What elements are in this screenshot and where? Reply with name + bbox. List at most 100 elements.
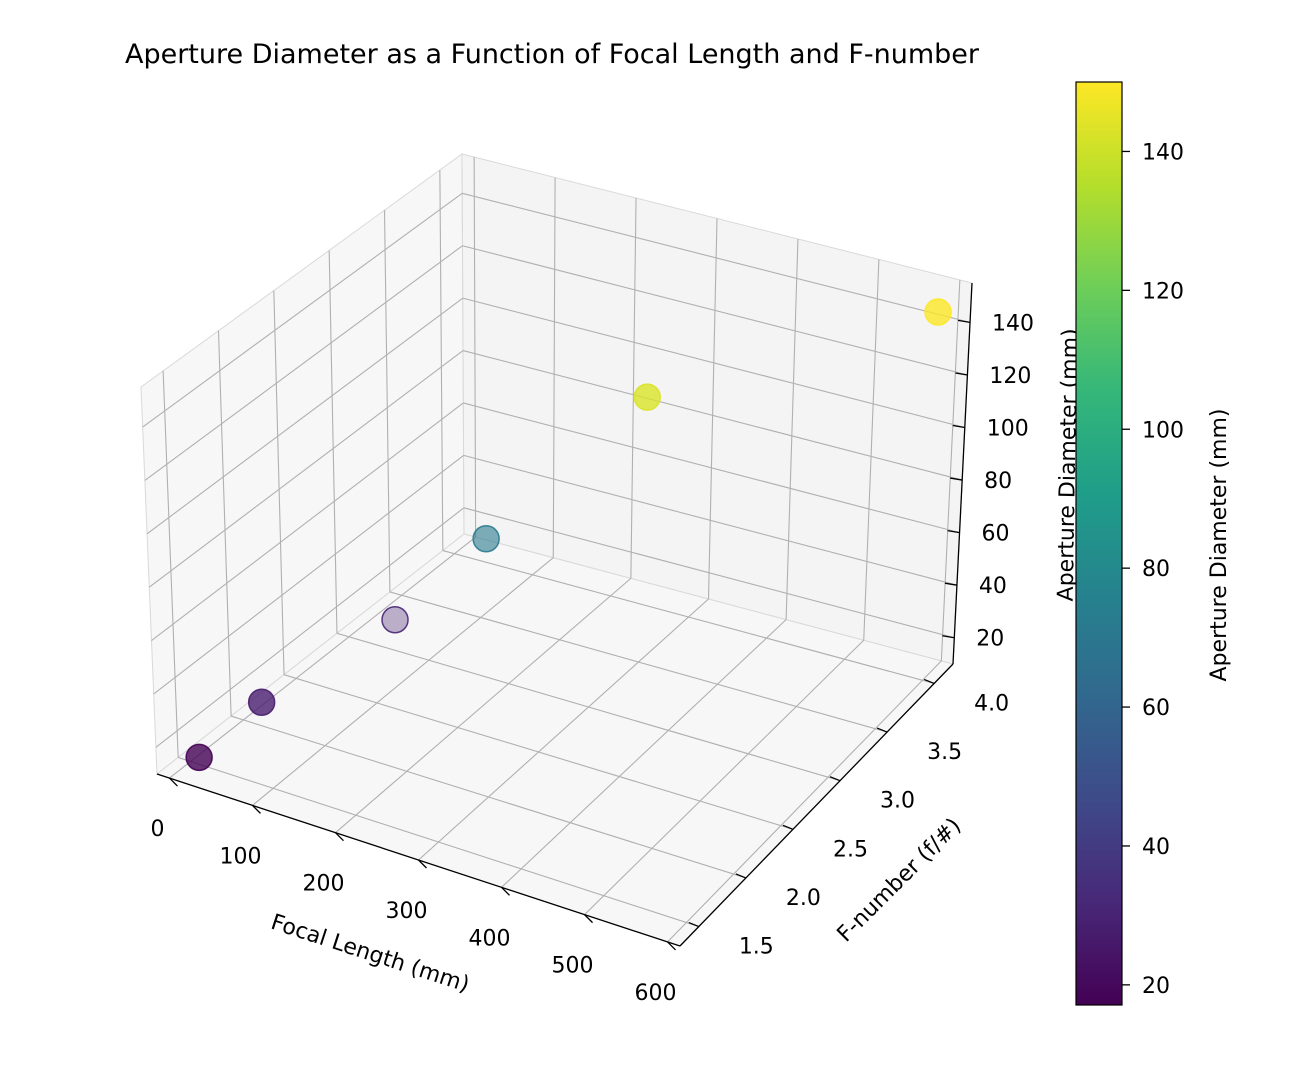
z-gridline-left bbox=[144, 245, 463, 481]
y-tick-label: 3.5 bbox=[927, 740, 962, 765]
y-gridline-wall bbox=[383, 210, 391, 592]
z-gridline-right bbox=[462, 245, 968, 376]
x-gridline-wall bbox=[473, 157, 477, 538]
x-gridline-wall bbox=[785, 238, 799, 620]
z-tick-mark bbox=[947, 529, 960, 534]
x-gridline-floor bbox=[169, 536, 476, 779]
z-gridline-left bbox=[148, 350, 464, 588]
y-tick-mark bbox=[688, 921, 700, 928]
chart-title: Aperture Diameter as a Function of Focal… bbox=[125, 39, 980, 70]
x-gridline-floor bbox=[252, 557, 554, 806]
data-point bbox=[924, 298, 952, 326]
y-axis-line bbox=[679, 663, 954, 947]
x-ticks: 0 100 200 300 400 500 600 bbox=[150, 777, 677, 1006]
x-gridline-floor bbox=[584, 639, 865, 915]
y-tick-label: 4.0 bbox=[974, 691, 1009, 716]
z-tick-mark bbox=[957, 319, 971, 324]
y-gridline-wall bbox=[273, 290, 285, 675]
x-tick-label: 500 bbox=[552, 954, 594, 979]
x-tick-label: 0 bbox=[150, 817, 164, 842]
y-tick-mark bbox=[829, 776, 841, 782]
x-tick-mark bbox=[667, 941, 677, 951]
y-gridline-floor bbox=[230, 715, 747, 879]
colorbar-label: Aperture Diameter (mm) bbox=[1207, 409, 1232, 682]
z-tick-label: 80 bbox=[984, 469, 1012, 494]
x-tick-mark bbox=[168, 777, 178, 787]
z-axis-line bbox=[952, 282, 973, 665]
z-gridline-left bbox=[153, 454, 464, 695]
colorbar-tick-label: 20 bbox=[1142, 974, 1170, 999]
x-tick-label: 100 bbox=[219, 844, 261, 869]
z-gridline-right bbox=[462, 297, 965, 429]
y-gridline-floor bbox=[336, 632, 841, 782]
x-tick-mark bbox=[418, 859, 427, 869]
x-tick-mark bbox=[252, 804, 261, 814]
x-gridline-wall bbox=[630, 198, 637, 579]
y-tick-label: 3.0 bbox=[880, 789, 915, 814]
colorbar-tick-label: 140 bbox=[1142, 140, 1184, 165]
z-gridline-left bbox=[146, 297, 464, 535]
z-ticks: 20 40 60 80 100 120 140 bbox=[942, 311, 1034, 652]
x-tick-mark bbox=[335, 832, 344, 842]
y-gridline-floor bbox=[442, 550, 935, 684]
x-tick-label: 300 bbox=[386, 899, 428, 924]
y-tick-mark bbox=[923, 678, 935, 685]
data-point bbox=[381, 606, 409, 634]
x-gridline-wall bbox=[552, 177, 556, 558]
x-gridline-wall bbox=[707, 218, 718, 600]
y-gridline-wall bbox=[162, 370, 179, 758]
y-tick-label: 2.0 bbox=[786, 886, 821, 911]
data-point bbox=[247, 688, 276, 717]
x-tick-label: 600 bbox=[635, 981, 677, 1006]
z-gridline-right bbox=[463, 454, 958, 586]
z-tick-mark bbox=[955, 372, 968, 376]
y-gridline-floor bbox=[283, 674, 794, 830]
z-tick-mark bbox=[952, 424, 965, 429]
x-gridline-wall bbox=[940, 279, 961, 661]
z-tick-label: 120 bbox=[989, 364, 1031, 389]
y-gridline-floor bbox=[178, 756, 699, 928]
x-gridline-floor bbox=[335, 577, 632, 834]
z-tick-label: 100 bbox=[987, 417, 1029, 442]
y-tick-mark bbox=[735, 873, 747, 879]
x-gridline-floor bbox=[667, 660, 942, 943]
z-tick-mark bbox=[942, 635, 955, 639]
z-gridline-right bbox=[462, 350, 963, 481]
x-gridline-wall bbox=[863, 259, 880, 641]
colorbar-tick-label: 100 bbox=[1142, 418, 1184, 443]
colorbar-tick-label: 40 bbox=[1142, 835, 1170, 860]
y-tick-mark bbox=[782, 824, 794, 830]
data-point bbox=[185, 743, 213, 772]
z-gridline-left bbox=[142, 192, 463, 428]
x-axis-label: Focal Length (mm) bbox=[268, 910, 473, 998]
z-tick-label: 20 bbox=[976, 627, 1004, 652]
x-gridline-floor bbox=[418, 598, 709, 861]
y-gridline-floor bbox=[389, 591, 888, 733]
colorbar-tick-label: 80 bbox=[1142, 557, 1170, 582]
x-tick-mark bbox=[584, 914, 593, 924]
x-gridline-floor bbox=[501, 619, 787, 888]
x-tick-label: 400 bbox=[469, 926, 511, 951]
z-tick-mark bbox=[950, 477, 963, 481]
colorbar bbox=[1075, 81, 1123, 1006]
z-tick-label: 140 bbox=[992, 311, 1034, 336]
colorbar-ticks: 20 40 60 80 100 120 140 bbox=[1122, 140, 1184, 999]
x-tick-label: 200 bbox=[302, 872, 344, 897]
y-axis-label: F-number (f/#) bbox=[833, 814, 967, 948]
z-gridline-right bbox=[463, 507, 955, 639]
axes-panes bbox=[140, 153, 973, 947]
y-tick-mark bbox=[876, 727, 888, 733]
x-tick-mark bbox=[501, 886, 510, 896]
colorbar-tick-label: 60 bbox=[1142, 696, 1170, 721]
grid bbox=[142, 157, 971, 943]
y-ticks: 1.5 2.0 2.5 3.0 3.5 4.0 bbox=[688, 678, 1009, 960]
data-point bbox=[633, 383, 662, 411]
z-gridline-left bbox=[155, 507, 465, 748]
colorbar-tick-label: 120 bbox=[1142, 279, 1184, 304]
z-gridline-right bbox=[463, 402, 960, 534]
z-tick-label: 60 bbox=[982, 522, 1010, 547]
y-gridline-wall bbox=[439, 170, 444, 551]
z-tick-mark bbox=[944, 582, 958, 586]
y-gridline-wall bbox=[217, 330, 232, 717]
